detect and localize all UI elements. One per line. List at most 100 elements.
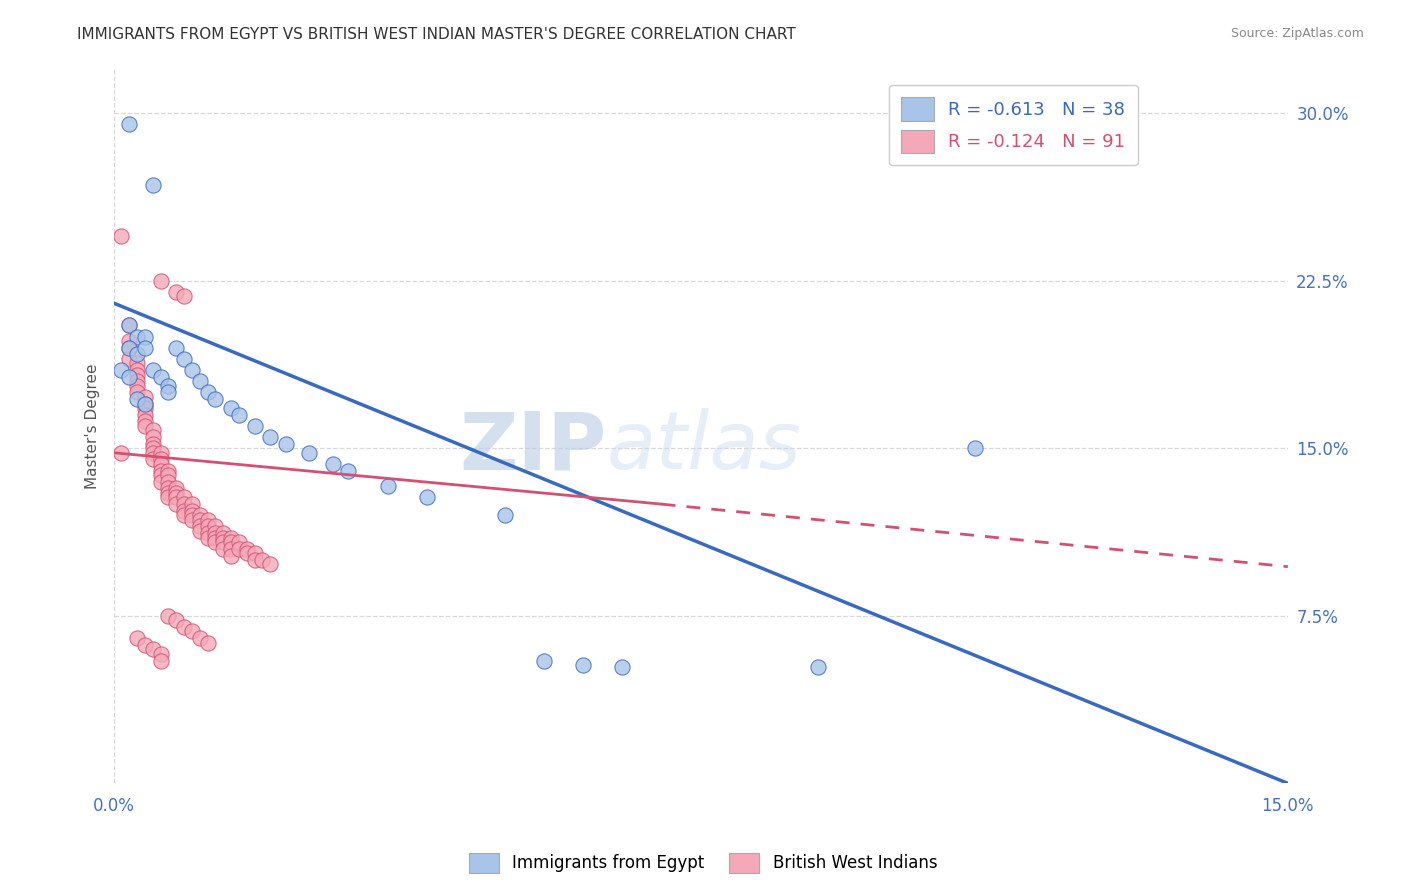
Point	[228, 408, 250, 422]
Point	[165, 486, 187, 500]
Point	[259, 430, 281, 444]
Point	[212, 535, 235, 549]
Point	[235, 546, 257, 560]
Point	[219, 531, 242, 545]
Point	[173, 504, 195, 518]
Point	[157, 468, 180, 483]
Point	[188, 513, 211, 527]
Point	[127, 631, 149, 645]
Point	[212, 526, 235, 541]
Point	[118, 318, 141, 333]
Point	[118, 341, 141, 355]
Point	[212, 541, 235, 556]
Point	[197, 531, 219, 545]
Point	[149, 369, 172, 384]
Point	[157, 482, 180, 496]
Point	[197, 526, 219, 541]
Point	[110, 446, 132, 460]
Point	[142, 430, 165, 444]
Point	[157, 491, 180, 505]
Point	[188, 631, 211, 645]
Point	[235, 541, 257, 556]
Point	[204, 519, 226, 533]
Point	[118, 369, 141, 384]
Point	[134, 415, 156, 429]
Point	[204, 531, 226, 545]
Legend: R = -0.613   N = 38, R = -0.124   N = 91: R = -0.613 N = 38, R = -0.124 N = 91	[889, 85, 1137, 165]
Point	[165, 341, 187, 355]
Point	[252, 553, 274, 567]
Point	[157, 464, 180, 478]
Point	[219, 549, 242, 563]
Point	[165, 491, 187, 505]
Point	[149, 457, 172, 471]
Point	[228, 541, 250, 556]
Point	[127, 374, 149, 388]
Point	[127, 385, 149, 400]
Point	[322, 457, 344, 471]
Point	[149, 464, 172, 478]
Point	[188, 508, 211, 523]
Point	[228, 535, 250, 549]
Point	[165, 497, 187, 511]
Point	[188, 374, 211, 388]
Point	[212, 531, 235, 545]
Point	[173, 289, 195, 303]
Point	[197, 385, 219, 400]
Point	[180, 624, 202, 639]
Point	[127, 363, 149, 377]
Point	[243, 419, 266, 434]
Point	[298, 446, 321, 460]
Point	[127, 356, 149, 370]
Point	[180, 513, 202, 527]
Text: ZIP: ZIP	[460, 409, 607, 486]
Point	[219, 535, 242, 549]
Point	[127, 368, 149, 382]
Point	[173, 351, 195, 366]
Point	[197, 513, 219, 527]
Point	[572, 657, 595, 672]
Point	[118, 318, 141, 333]
Point	[149, 446, 172, 460]
Point	[963, 442, 986, 456]
Point	[180, 504, 202, 518]
Point	[134, 408, 156, 422]
Point	[110, 229, 132, 244]
Point	[188, 524, 211, 538]
Point	[197, 635, 219, 649]
Y-axis label: Master's Degree: Master's Degree	[86, 363, 100, 489]
Point	[149, 468, 172, 483]
Point	[118, 351, 141, 366]
Point	[142, 452, 165, 467]
Point	[118, 117, 141, 131]
Point	[134, 396, 156, 410]
Point	[243, 546, 266, 560]
Point	[416, 491, 439, 505]
Point	[157, 608, 180, 623]
Point	[180, 508, 202, 523]
Point	[180, 497, 202, 511]
Point	[243, 553, 266, 567]
Point	[377, 479, 399, 493]
Point	[188, 519, 211, 533]
Text: IMMIGRANTS FROM EGYPT VS BRITISH WEST INDIAN MASTER'S DEGREE CORRELATION CHART: IMMIGRANTS FROM EGYPT VS BRITISH WEST IN…	[77, 27, 796, 42]
Point	[204, 392, 226, 406]
Point	[219, 541, 242, 556]
Point	[142, 178, 165, 192]
Point	[134, 401, 156, 415]
Point	[134, 396, 156, 410]
Point	[149, 653, 172, 667]
Point	[127, 347, 149, 361]
Point	[219, 401, 242, 415]
Point	[157, 385, 180, 400]
Point	[118, 341, 141, 355]
Point	[118, 334, 141, 348]
Point	[165, 285, 187, 299]
Point	[173, 497, 195, 511]
Point	[494, 508, 516, 523]
Point	[197, 519, 219, 533]
Text: atlas: atlas	[607, 409, 801, 486]
Point	[274, 437, 297, 451]
Point	[142, 442, 165, 456]
Point	[149, 452, 172, 467]
